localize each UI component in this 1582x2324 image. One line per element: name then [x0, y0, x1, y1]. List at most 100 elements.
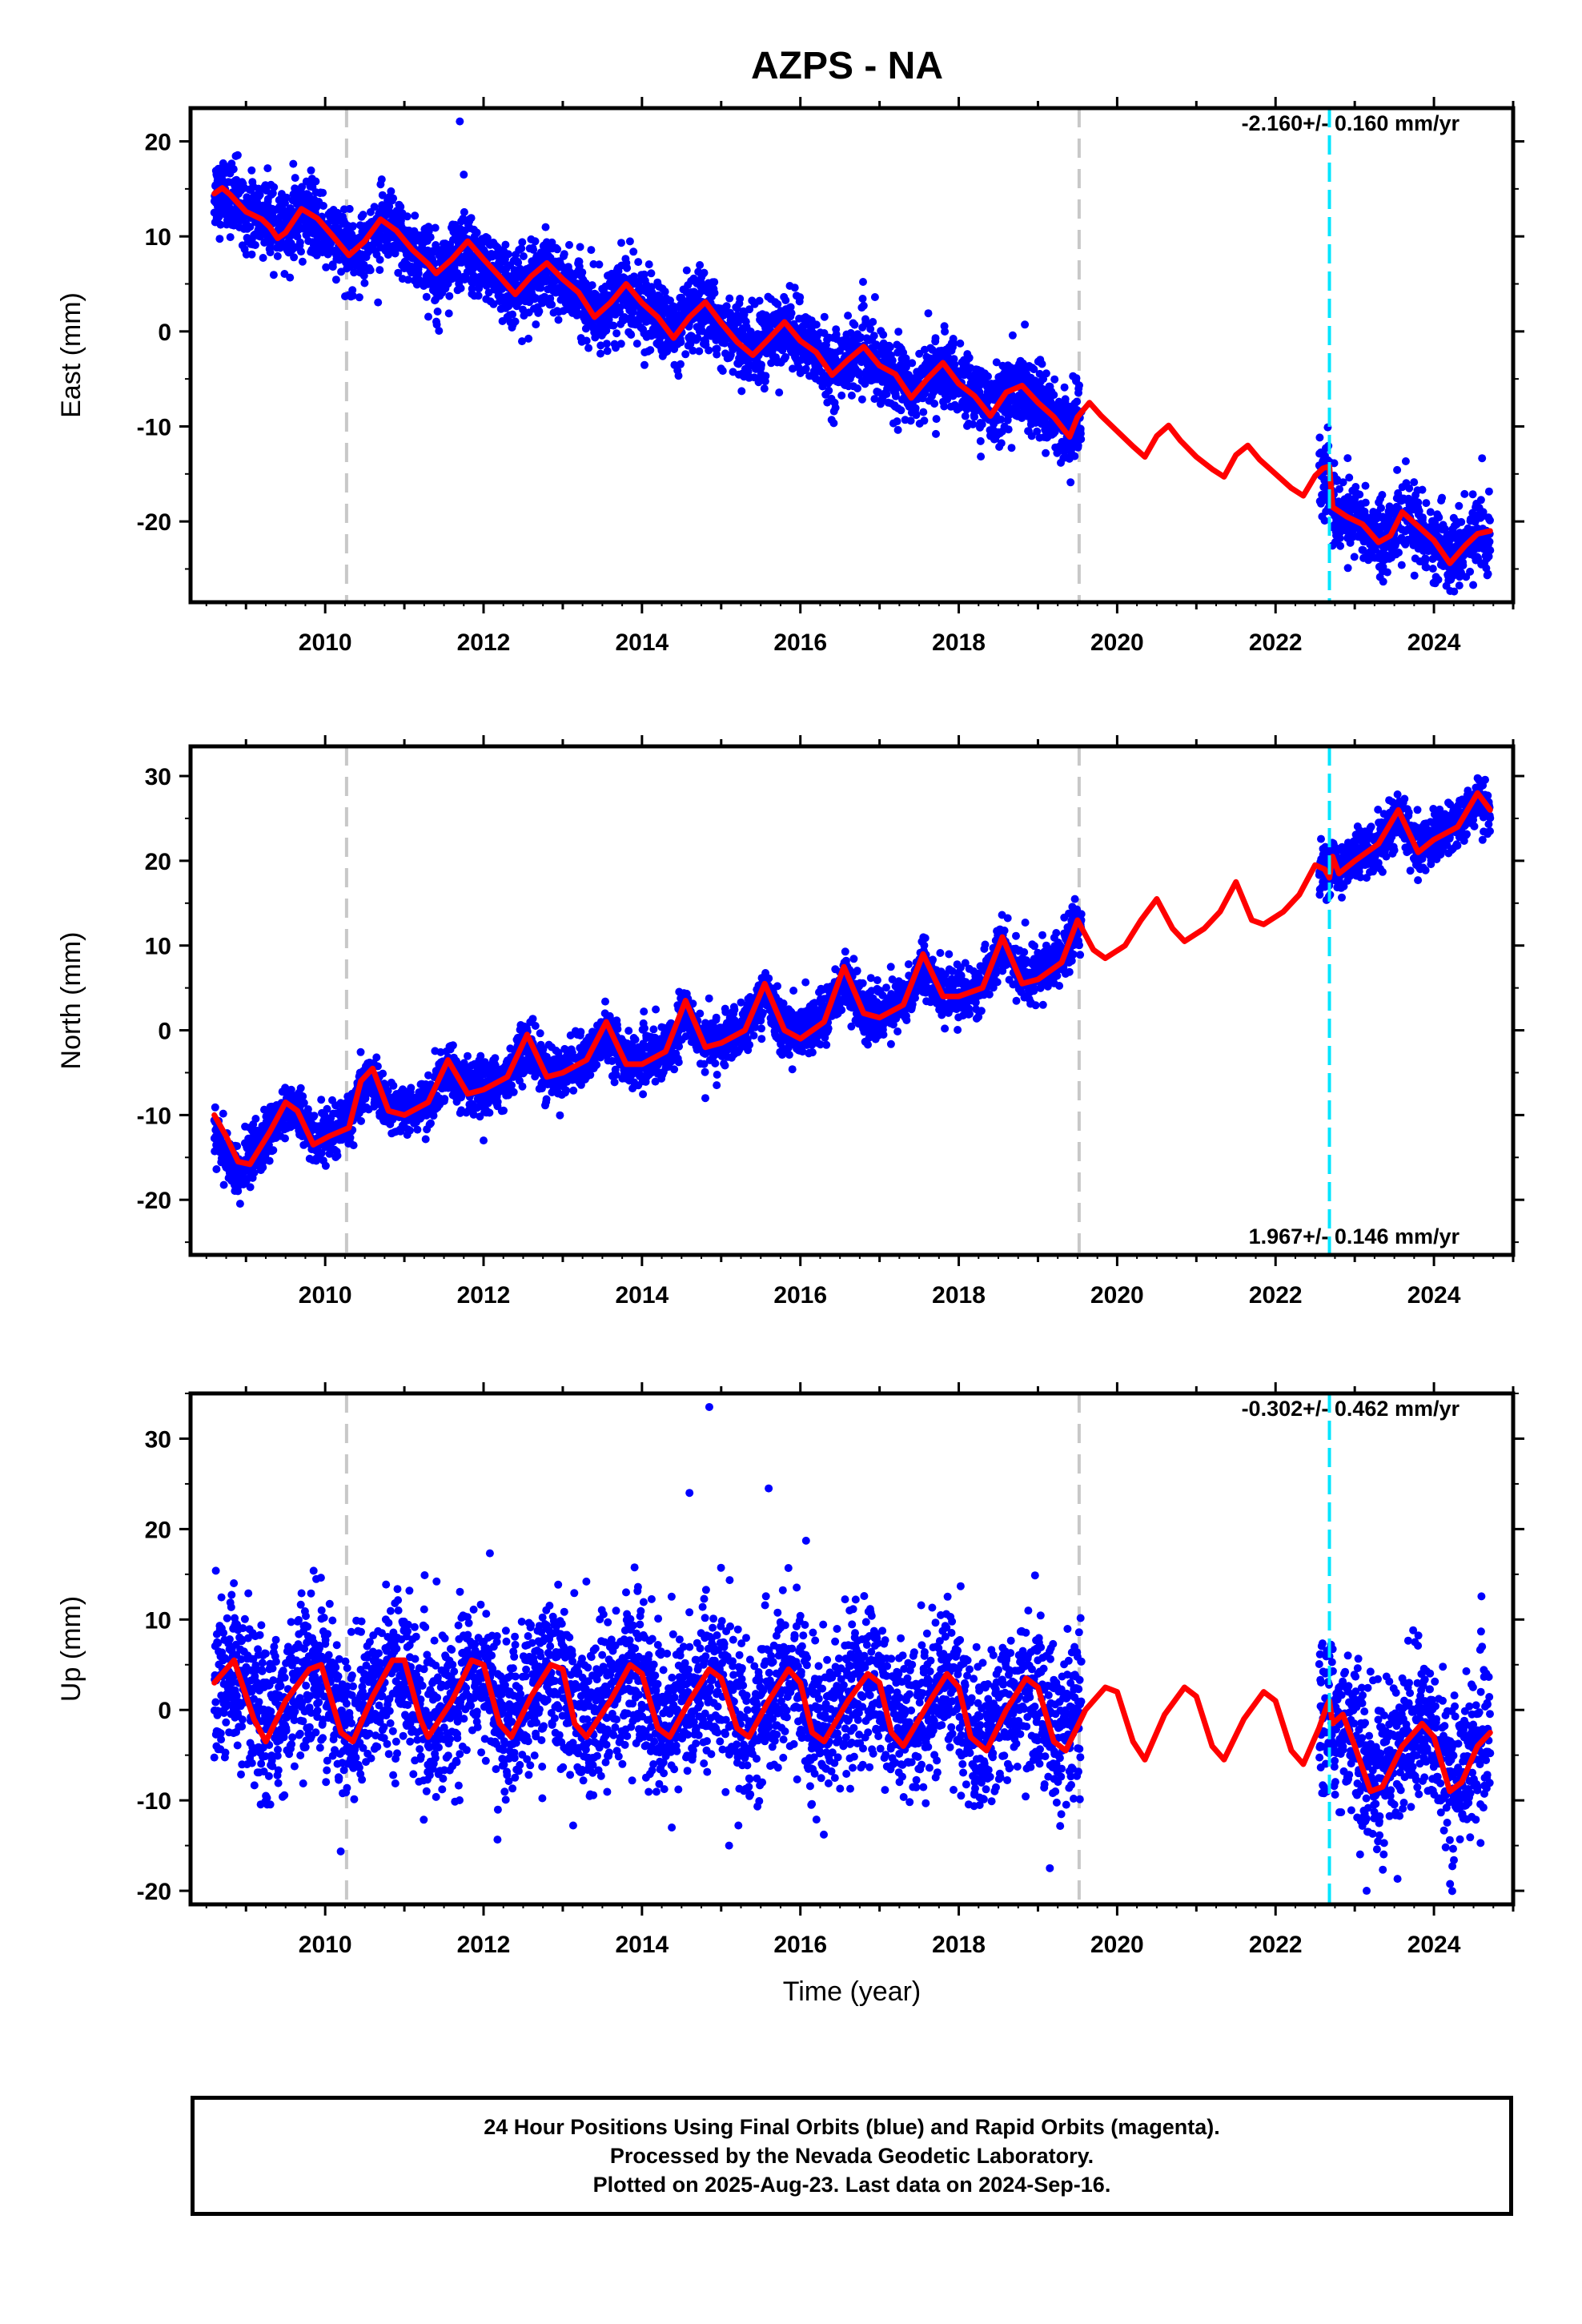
data-point	[761, 372, 770, 380]
data-point	[1378, 491, 1387, 499]
data-point	[524, 334, 533, 343]
data-point	[531, 237, 540, 246]
data-point	[375, 255, 384, 264]
data-point	[1397, 561, 1406, 569]
data-point	[695, 347, 704, 356]
data-point	[612, 329, 621, 338]
data-point	[718, 367, 727, 376]
data-point	[519, 252, 528, 260]
y-axis-title: East (mm)	[56, 292, 86, 418]
data-point	[1486, 546, 1495, 555]
data-point	[1315, 433, 1324, 442]
data-point	[424, 227, 433, 235]
data-point	[943, 395, 952, 404]
data-point	[1426, 508, 1435, 517]
data-point	[350, 268, 359, 277]
data-point	[588, 281, 596, 290]
data-point	[576, 243, 584, 251]
data-point	[541, 223, 550, 231]
data-point	[226, 233, 235, 242]
data-point	[674, 372, 683, 380]
outlier-point	[456, 117, 464, 126]
data-point	[1410, 478, 1419, 487]
data-point	[489, 300, 498, 308]
data-point	[319, 188, 327, 197]
data-point	[677, 360, 685, 368]
data-point	[1074, 441, 1082, 450]
data-point	[1450, 587, 1459, 596]
data-point	[950, 339, 958, 348]
data-point	[632, 340, 641, 348]
data-point	[345, 204, 354, 213]
data-point	[246, 1183, 255, 1192]
data-point	[857, 395, 866, 404]
data-point	[517, 244, 526, 253]
data-point	[661, 287, 669, 296]
data-point	[291, 174, 299, 183]
data-point	[299, 1099, 308, 1108]
data-point	[941, 328, 950, 336]
data-point	[920, 416, 929, 425]
data-point	[356, 1047, 365, 1056]
data-point	[1361, 498, 1370, 507]
data-point	[931, 334, 940, 343]
data-point	[813, 338, 822, 347]
data-point	[789, 364, 797, 373]
data-point	[565, 240, 573, 249]
y-tick-label: -20	[137, 509, 171, 536]
data-point	[518, 337, 526, 346]
data-point	[587, 246, 596, 255]
data-point	[1435, 513, 1443, 522]
data-point	[640, 270, 648, 279]
data-point	[891, 392, 900, 400]
data-point	[467, 214, 476, 223]
data-point	[609, 321, 618, 330]
data-point	[710, 278, 719, 287]
data-point	[331, 275, 340, 284]
data-point	[1351, 483, 1360, 491]
data-point	[646, 346, 655, 355]
data-point	[1377, 504, 1385, 513]
data-point	[321, 1161, 330, 1170]
data-point	[247, 250, 256, 259]
data-point	[1042, 448, 1050, 457]
data-point	[1455, 581, 1464, 590]
data-point	[269, 271, 278, 279]
data-point	[595, 260, 604, 269]
data-point	[1008, 331, 1017, 340]
data-point	[546, 294, 555, 303]
data-point	[273, 251, 282, 260]
data-point	[348, 292, 357, 300]
data-point	[647, 269, 656, 278]
data-point	[317, 1096, 326, 1104]
data-point	[1479, 508, 1488, 517]
data-point	[269, 214, 278, 223]
data-point	[303, 1105, 312, 1114]
data-point	[825, 386, 833, 395]
data-point	[296, 1084, 305, 1092]
data-point	[323, 1104, 331, 1113]
data-point	[584, 344, 593, 352]
plot-area	[210, 746, 1495, 1255]
data-point	[394, 268, 403, 277]
outlier-point	[460, 171, 468, 179]
x-tick-label: 2020	[1090, 629, 1144, 656]
data-point	[906, 416, 915, 425]
data-point	[1066, 478, 1075, 487]
data-point	[940, 402, 949, 411]
data-point	[270, 183, 279, 191]
data-point	[307, 166, 315, 175]
data-point	[978, 420, 986, 428]
data-point	[1050, 391, 1058, 400]
data-point	[858, 295, 867, 303]
data-point	[536, 283, 545, 292]
data-point	[251, 1115, 260, 1123]
data-point	[414, 269, 423, 278]
data-point	[737, 387, 746, 396]
data-point	[837, 391, 846, 400]
data-point	[374, 298, 383, 307]
data-point	[445, 292, 454, 300]
data-point	[286, 273, 295, 282]
panel-east: 2010 2012 2014 2016 2018 2020 2022 2024-20-1001…	[56, 97, 1524, 656]
